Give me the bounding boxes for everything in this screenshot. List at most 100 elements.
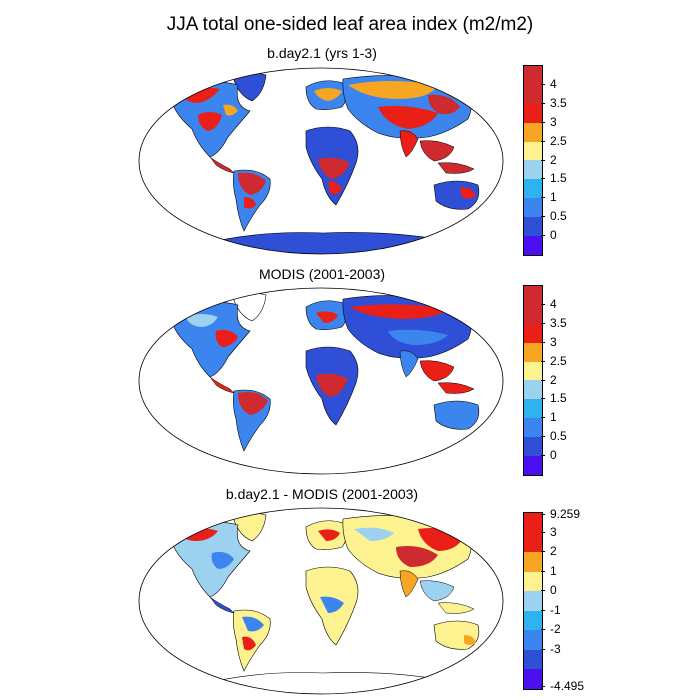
colorbar-tick-label: -4.495: [550, 679, 585, 693]
colorbar-band: [524, 103, 542, 123]
colorbar-tick-mark: [541, 121, 545, 123]
colorbar-tick-mark: [541, 235, 545, 237]
colorbar-band: [524, 217, 542, 237]
colorbar-tick-mark: [541, 140, 545, 142]
figure-title: JJA total one-sided leaf area index (m2/…: [166, 14, 534, 35]
colorbar-band: [524, 610, 542, 631]
colorbar-tick-mark: [541, 609, 545, 611]
antarctica: [187, 232, 469, 254]
colorbar-tick-label: -2: [550, 622, 561, 637]
colorbar-band: [524, 532, 542, 553]
colorbar-tick-mark: [541, 379, 545, 381]
colorbar-tick-label: 4: [550, 296, 557, 311]
colorbar-tick-mark: [541, 648, 545, 650]
colorbar-band: [524, 179, 542, 199]
colorbar-tick-label: 0.5: [550, 209, 567, 224]
colorbar-tick-label: 9.259: [550, 507, 581, 521]
colorbar-tick-mark: [541, 341, 545, 343]
colorbar-tick-label: -1: [550, 602, 561, 617]
colorbar-band: [524, 591, 542, 611]
colorbar-tick-label: -3: [550, 641, 561, 656]
panel-2-colorbar: [523, 285, 543, 476]
colorbar-band: [524, 160, 542, 180]
colorbar-tick-mark: [541, 178, 545, 180]
colorbar-tick-mark: [541, 303, 545, 305]
panel-3-title: b.day2.1 - MODIS (2001-2003): [225, 486, 419, 502]
colorbar-tick-mark: [541, 531, 545, 533]
colorbar-tick-label: 4: [550, 76, 557, 91]
colorbar-tick-label: 3.5: [550, 95, 567, 110]
panel-2-title: MODIS (2001-2003): [258, 266, 386, 282]
colorbar-tick-label: 0: [550, 583, 557, 598]
colorbar-tick-mark: [541, 436, 545, 438]
colorbar-tick-mark: [541, 514, 545, 515]
colorbar-tick-mark: [541, 686, 545, 687]
colorbar-tick-mark: [541, 570, 545, 572]
north-america: [172, 301, 251, 378]
colorbar-tick-label: 2.5: [550, 133, 567, 148]
panel-1-title: b.day2.1 (yrs 1-3): [267, 45, 377, 61]
panel-3-colorbar: [523, 512, 543, 690]
antarctica: [187, 672, 469, 694]
colorbar-tick-label: 1: [550, 190, 557, 205]
colorbar-band: [524, 84, 542, 104]
colorbar-tick-mark: [541, 629, 545, 631]
colorbar-tick-label: 1: [550, 563, 557, 578]
colorbar-tick-label: 2: [550, 152, 557, 167]
colorbar-tick-label: 3.5: [550, 315, 567, 330]
colorbar-tick-mark: [541, 398, 545, 400]
colorbar-band: [524, 649, 542, 670]
panel-1-colorbar: [523, 65, 543, 256]
australia: [433, 620, 480, 650]
colorbar-tick-mark: [541, 322, 545, 324]
colorbar-tick-mark: [541, 360, 545, 362]
colorbar-tick-label: 3: [550, 524, 557, 539]
colorbar-tick-mark: [541, 417, 545, 419]
colorbar-band: [524, 66, 542, 85]
colorbar-tick-mark: [541, 159, 545, 161]
colorbar-band: [524, 304, 542, 324]
colorbar-tick-label: 0: [550, 448, 557, 463]
colorbar-tick-label: 2: [550, 372, 557, 387]
colorbar-tick-label: 3: [550, 114, 557, 129]
colorbar-band: [524, 236, 542, 255]
colorbar-tick-mark: [541, 216, 545, 218]
colorbar-band: [524, 141, 542, 161]
panel-3-map: [138, 507, 504, 695]
colorbar-tick-mark: [541, 83, 545, 85]
colorbar-tick-label: 2.5: [550, 353, 567, 368]
colorbar-band: [524, 380, 542, 400]
colorbar-band: [524, 122, 542, 142]
colorbar-band: [524, 198, 542, 218]
colorbar-tick-label: 0: [550, 228, 557, 243]
colorbar-band: [524, 437, 542, 457]
colorbar-band: [524, 552, 542, 572]
colorbar-tick-mark: [541, 197, 545, 199]
colorbar-band: [524, 399, 542, 419]
colorbar-tick-mark: [541, 455, 545, 457]
australia: [433, 400, 480, 430]
panel-1-map: [138, 67, 504, 255]
colorbar-tick-label: 2: [550, 544, 557, 559]
colorbar-tick-label: 1.5: [550, 391, 567, 406]
colorbar-tick-label: 3: [550, 334, 557, 349]
colorbar-band: [524, 456, 542, 475]
colorbar-tick-label: 0.5: [550, 429, 567, 444]
panel-2-map: [138, 287, 504, 475]
colorbar-tick-mark: [541, 551, 545, 553]
colorbar-tick-mark: [541, 590, 545, 592]
colorbar-band: [524, 571, 542, 592]
colorbar-band: [524, 361, 542, 381]
north-america: [172, 521, 251, 598]
colorbar-tick-label: 1.5: [550, 171, 567, 186]
colorbar-band: [524, 669, 542, 689]
colorbar-band: [524, 418, 542, 438]
colorbar-band: [524, 342, 542, 362]
colorbar-band: [524, 286, 542, 305]
colorbar-tick-label: 1: [550, 410, 557, 425]
colorbar-tick-mark: [541, 102, 545, 104]
colorbar-band: [524, 630, 542, 650]
colorbar-band: [524, 323, 542, 343]
colorbar-band: [524, 513, 542, 533]
